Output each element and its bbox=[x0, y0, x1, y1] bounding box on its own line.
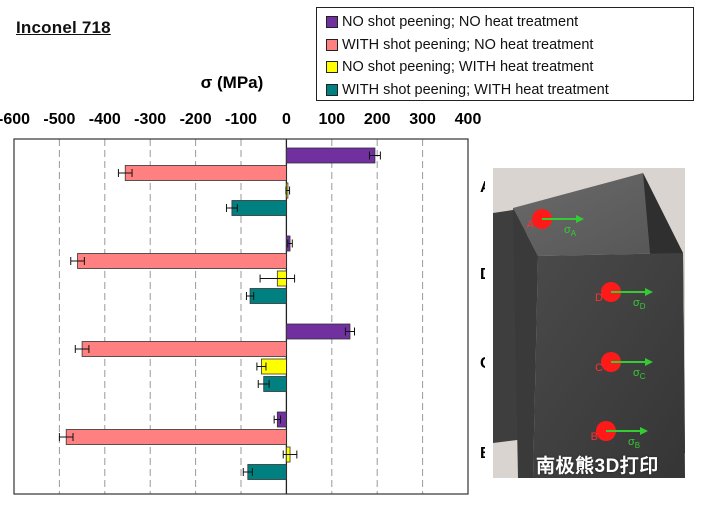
x-tick-label: -100 bbox=[225, 111, 257, 128]
x-tick-label: 300 bbox=[409, 111, 436, 128]
x-tick-label: -400 bbox=[89, 111, 121, 128]
front-block-left bbox=[513, 208, 538, 478]
legend-item: NO shot peening; WITH heat treatment bbox=[326, 56, 693, 79]
legend-swatch bbox=[326, 38, 338, 51]
x-tick-label: 0 bbox=[282, 111, 291, 128]
sigma-symbol: σ bbox=[633, 367, 640, 379]
arrow-head-icon bbox=[640, 427, 648, 435]
point-label: B bbox=[591, 431, 598, 443]
chart-legend: NO shot peening; NO heat treatment WITH s… bbox=[316, 7, 694, 101]
category-labels: A D C B bbox=[480, 179, 485, 462]
sigma-subscript: C bbox=[640, 372, 646, 381]
plot-frame bbox=[13, 138, 469, 495]
legend-label: WITH shot peening; NO heat treatment bbox=[342, 36, 594, 53]
x-tick-label: 100 bbox=[318, 111, 345, 128]
page-title: Inconel 718 bbox=[16, 18, 111, 37]
sigma-subscript: B bbox=[635, 441, 640, 450]
legend-label: WITH shot peening; WITH heat treatment bbox=[342, 81, 609, 98]
x-tick-labels: -600 -500 -400 -300 -200 -100 0 100 200 300 400 bbox=[0, 111, 481, 128]
legend-label: NO shot peening; NO heat treatment bbox=[342, 14, 579, 31]
bar-A-4 bbox=[231, 200, 287, 216]
bar-B-2 bbox=[65, 429, 287, 445]
x-tick-label: 200 bbox=[364, 111, 391, 128]
watermark: 南极熊3D打印 bbox=[536, 456, 659, 477]
category-label-A: A bbox=[480, 179, 485, 196]
sigma-label: σD bbox=[633, 297, 646, 311]
stress-bar-chart: σ (MPa) -600 -500 -400 -300 -200 -100 0 100 200 3… bbox=[0, 73, 485, 495]
sigma-label: σB bbox=[628, 436, 640, 450]
front-block-top bbox=[513, 173, 683, 256]
legend-item: NO shot peening; NO heat treatment bbox=[326, 11, 693, 34]
arrow-head-icon bbox=[645, 358, 653, 366]
sigma-symbol: σ bbox=[564, 224, 571, 236]
bar-D-4 bbox=[249, 288, 287, 304]
point-label: A bbox=[527, 219, 535, 231]
sigma-subscript: D bbox=[640, 302, 646, 311]
sigma-label: σC bbox=[633, 367, 646, 381]
arrow-head-icon bbox=[645, 288, 653, 296]
arrow-head-icon bbox=[576, 215, 584, 223]
legend-swatch bbox=[326, 16, 338, 29]
bar-series bbox=[58, 147, 381, 480]
category-label-C: C bbox=[480, 355, 485, 372]
bar-A-2 bbox=[124, 165, 287, 181]
sigma-subscript: A bbox=[571, 229, 577, 238]
x-tick-label: -600 bbox=[0, 111, 30, 128]
legend-label: NO shot peening; WITH heat treatment bbox=[342, 59, 594, 76]
x-tick-label: -300 bbox=[134, 111, 166, 128]
legend-item: WITH shot peening; NO heat treatment bbox=[326, 34, 693, 57]
sigma-symbol: σ bbox=[633, 297, 640, 309]
bar-B-4 bbox=[247, 464, 287, 480]
x-tick-label: -500 bbox=[43, 111, 75, 128]
x-axis-label: σ (MPa) bbox=[201, 73, 264, 92]
sigma-label: σA bbox=[564, 224, 577, 238]
legend-item: WITH shot peening; WITH heat treatment bbox=[326, 79, 693, 102]
legend-swatch bbox=[326, 61, 338, 74]
sigma-symbol: σ bbox=[628, 436, 635, 448]
x-tick-label: 400 bbox=[455, 111, 482, 128]
bar-A-1 bbox=[285, 147, 376, 164]
bar-D-2 bbox=[77, 253, 287, 269]
category-label-B: B bbox=[480, 445, 485, 462]
x-tick-label: -200 bbox=[180, 111, 212, 128]
bar-C-2 bbox=[81, 341, 287, 357]
point-label: D bbox=[595, 292, 603, 304]
bar-C-1 bbox=[285, 323, 351, 340]
point-label: C bbox=[595, 362, 603, 374]
legend-swatch bbox=[326, 83, 338, 96]
category-label-D: D bbox=[480, 266, 485, 283]
